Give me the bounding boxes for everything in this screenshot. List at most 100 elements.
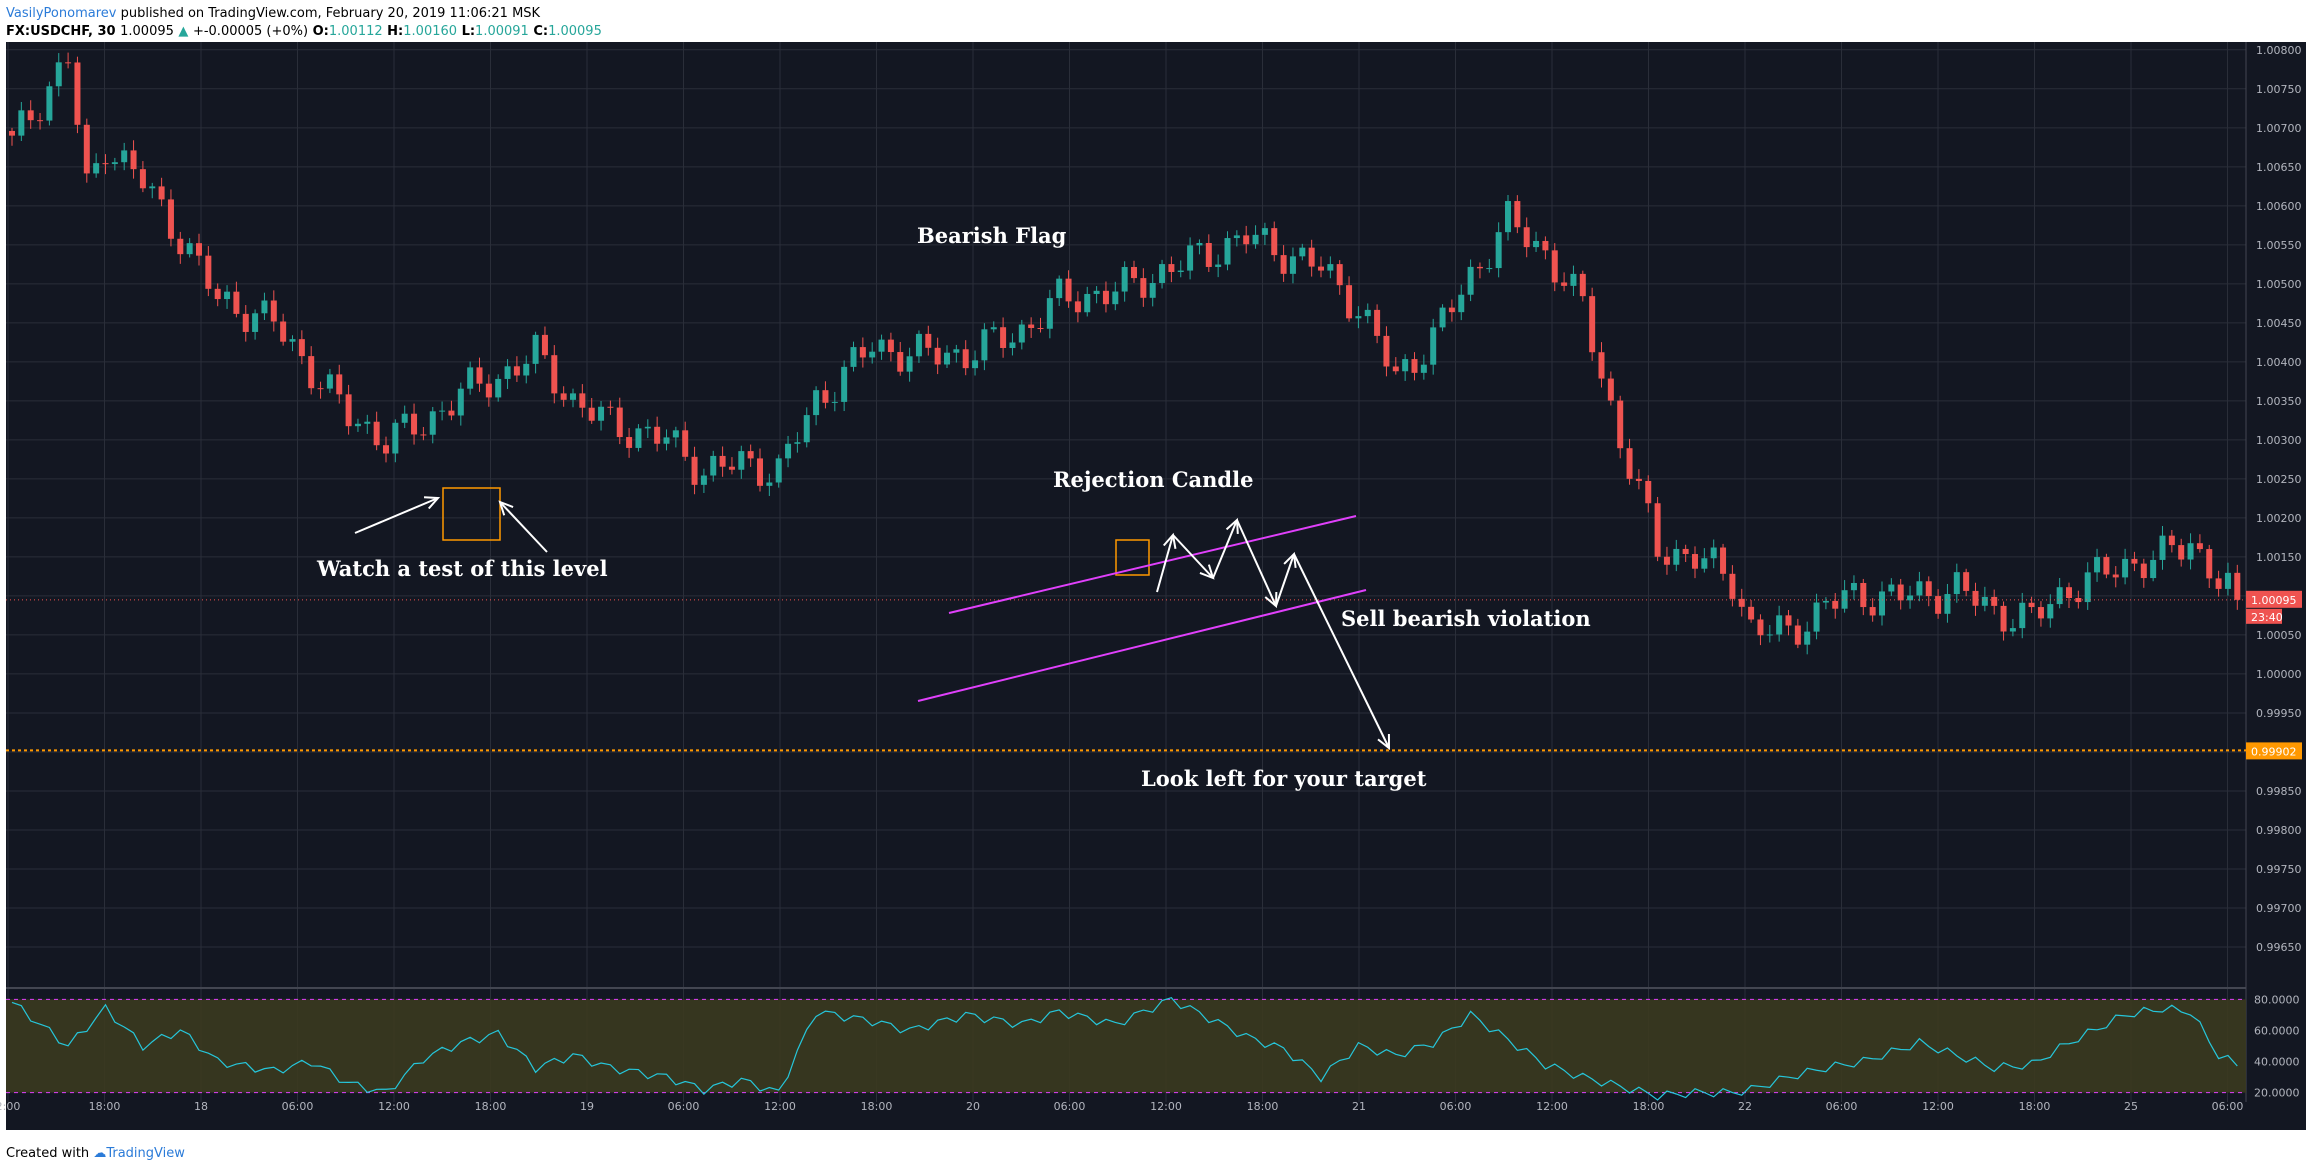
- candle: [46, 86, 53, 121]
- price-tick-label: 1.00250: [2256, 473, 2302, 486]
- candle: [775, 458, 782, 483]
- chart-header: VasilyPonomarev published on TradingView…: [4, 2, 2304, 42]
- candle: [1196, 243, 1203, 246]
- candle: [1981, 596, 1988, 606]
- candle: [1785, 615, 1792, 626]
- level-test-box: [442, 487, 501, 541]
- open-value: 1.00112: [328, 24, 383, 39]
- candle: [1159, 264, 1166, 283]
- candle: [504, 366, 511, 379]
- candle: [1607, 378, 1614, 401]
- candle: [1738, 598, 1745, 607]
- rsi-tick-label: 80.0000: [2254, 993, 2300, 1006]
- candle: [1327, 264, 1334, 271]
- candle: [308, 356, 315, 389]
- candle: [962, 349, 969, 369]
- candle: [944, 352, 950, 365]
- chart-background: [6, 42, 2246, 1130]
- candle: [859, 347, 866, 358]
- candle: [1261, 228, 1268, 235]
- channel-lower-line: [917, 589, 1367, 702]
- time-tick-label: 06:00: [1054, 1100, 1086, 1113]
- author-link[interactable]: VasilyPonomarev: [6, 6, 117, 21]
- candle: [2122, 558, 2129, 578]
- candle: [1439, 307, 1446, 328]
- candle: [1907, 595, 1914, 601]
- candle: [1598, 352, 1605, 379]
- time-tick-label: 12:00: [1150, 1100, 1182, 1113]
- candle: [663, 437, 670, 444]
- price-change: +-0.00005 (+0%): [192, 24, 309, 39]
- candle: [738, 451, 745, 470]
- annotation-label: Watch a test of this level: [316, 556, 608, 581]
- rsi-tick-label: 20.0000: [2254, 1087, 2300, 1100]
- candle: [130, 150, 137, 170]
- candle: [74, 62, 81, 125]
- path-arrow-2: [1172, 534, 1214, 579]
- candle: [1523, 227, 1530, 248]
- candle: [354, 423, 361, 427]
- candle: [1822, 600, 1829, 603]
- candle: [420, 434, 427, 436]
- price-tick-label: 1.00200: [2256, 512, 2302, 525]
- candle: [1551, 250, 1558, 283]
- candle: [27, 110, 34, 121]
- chart-canvas[interactable]: 1.00800 1.00750 1.00700 1.00650 1.00600 1.005…: [0, 40, 2308, 1140]
- symbol-label[interactable]: FX:USDCHF, 30: [6, 24, 116, 39]
- candle: [1000, 327, 1007, 348]
- candle: [2178, 545, 2185, 560]
- candle: [317, 388, 324, 390]
- candle: [1205, 243, 1212, 267]
- arrow-test-left-head: [423, 496, 441, 510]
- candle: [1084, 293, 1091, 313]
- price-tick-label: 1.00600: [2256, 200, 2302, 213]
- candle: [1673, 548, 1680, 565]
- time-tick-label: 20: [966, 1100, 980, 1113]
- rejection-candle-box: [1115, 539, 1150, 576]
- candle: [1879, 591, 1885, 616]
- candle: [560, 393, 567, 400]
- price-tick-label: 0.99950: [2256, 707, 2302, 720]
- candle: [392, 422, 399, 454]
- footer: Created with ☁TradingView: [6, 1146, 185, 1161]
- candle: [1972, 590, 1979, 606]
- price-tick-label: 1.00000: [2256, 668, 2302, 681]
- candle: [2187, 543, 2194, 560]
- time-tick-label: 18: [194, 1100, 208, 1113]
- price-tick-label: 0.99850: [2256, 785, 2302, 798]
- candle: [850, 347, 857, 367]
- time-tick-label: 22: [1738, 1100, 1752, 1113]
- candle: [280, 321, 287, 342]
- path-arrow-1: [1156, 534, 1174, 593]
- tradingview-link[interactable]: TradingView: [106, 1146, 185, 1161]
- candle: [1420, 364, 1427, 373]
- candle: [2047, 604, 2054, 619]
- candle: [635, 428, 642, 448]
- candle: [1476, 266, 1483, 269]
- candle: [270, 300, 277, 322]
- candle: [2094, 557, 2101, 573]
- candle: [2215, 578, 2222, 589]
- price-tick-label: 0.99750: [2256, 863, 2302, 876]
- candle: [121, 150, 128, 163]
- candle: [766, 482, 773, 486]
- tradingview-logo-icon: ☁: [93, 1146, 107, 1161]
- time-tick-label: 06:00: [282, 1100, 314, 1113]
- high-value: 1.00160: [403, 24, 458, 39]
- price-tick-label: 1.00500: [2256, 278, 2302, 291]
- arrow-test-left: [354, 497, 439, 534]
- candle: [233, 291, 240, 314]
- candle: [242, 313, 249, 332]
- candle: [9, 130, 15, 136]
- candle: [401, 413, 408, 423]
- candle: [1654, 503, 1661, 557]
- candle: [1720, 547, 1727, 574]
- candle: [495, 378, 502, 398]
- price-tick-label: 1.00800: [2256, 44, 2302, 57]
- candle: [2056, 587, 2063, 605]
- path-arrow-6: [1293, 553, 1390, 749]
- candle: [1411, 359, 1418, 373]
- created-with-text: Created with: [6, 1146, 90, 1161]
- published-text: published on TradingView.com, February 2…: [120, 6, 541, 21]
- candle: [607, 406, 614, 408]
